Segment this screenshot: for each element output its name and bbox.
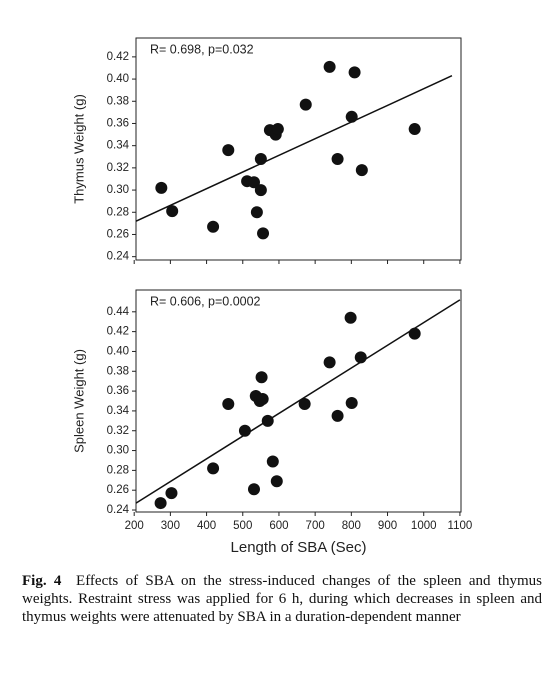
point <box>222 144 235 157</box>
caption-label: Fig. 4 <box>22 573 62 589</box>
point <box>207 220 220 233</box>
y-tick-label: 0.26 <box>107 484 129 496</box>
point <box>222 397 235 410</box>
y-tick-label: 0.32 <box>107 425 129 437</box>
point <box>271 123 284 136</box>
trend-line <box>135 299 461 504</box>
y-tick-label: 0.34 <box>107 140 130 152</box>
point <box>345 110 358 123</box>
point <box>250 206 263 219</box>
point <box>155 181 168 194</box>
point <box>354 351 367 364</box>
y-tick-label: 0.30 <box>107 445 129 457</box>
y-tick-label: 0.40 <box>107 345 129 357</box>
point <box>154 497 167 510</box>
figure: 0.24 0.26 0.28 0.30 0.32 0.34 0.36 0.38 0.40 0.42… <box>71 37 473 556</box>
y-tick-label: 0.26 <box>107 229 129 241</box>
x-tick-label: 1000 <box>411 520 437 532</box>
caption: Fig. 4 Effects of SBA on the stress-indu… <box>22 572 542 626</box>
point <box>355 164 368 177</box>
point <box>408 327 421 340</box>
x-tick-label: 900 <box>378 520 397 532</box>
y-tick-label: 0.38 <box>107 95 129 107</box>
point <box>344 311 357 324</box>
y-tick-label: 0.36 <box>107 385 129 397</box>
point <box>298 397 311 410</box>
point <box>165 487 178 500</box>
plot-frame <box>135 289 462 513</box>
point <box>261 414 274 427</box>
y-axis-label: Thymus Weight (g) <box>71 94 86 204</box>
point <box>299 98 312 111</box>
x-tick-label: 500 <box>233 520 252 532</box>
x-tick-label: 1100 <box>448 520 473 532</box>
point <box>166 205 179 218</box>
point <box>238 424 251 437</box>
point <box>323 356 336 369</box>
trend-line <box>135 75 453 222</box>
point <box>323 60 336 73</box>
y-tick-label: 0.24 <box>107 504 130 516</box>
point <box>266 455 279 468</box>
y-tick-label: 0.28 <box>107 206 129 218</box>
caption-text: Effects of SBA on the stress-induced cha… <box>22 573 542 625</box>
y-tick-label: 0.24 <box>107 251 130 263</box>
point <box>348 66 361 79</box>
y-tick-label: 0.42 <box>107 51 129 63</box>
y-tick-label: 0.32 <box>107 162 129 174</box>
x-tick-label: 200 <box>125 520 144 532</box>
y-tick-label: 0.38 <box>107 365 129 377</box>
point <box>331 152 344 165</box>
point <box>331 409 344 422</box>
y-tick-label: 0.34 <box>107 405 130 417</box>
x-tick-label: 400 <box>197 520 216 532</box>
point <box>254 152 267 165</box>
point <box>255 371 268 384</box>
point <box>256 393 269 406</box>
point <box>207 462 220 475</box>
x-tick-label: 300 <box>161 520 180 532</box>
x-tick-label: 700 <box>306 520 325 532</box>
y-tick-label: 0.40 <box>107 73 129 85</box>
x-tick-label: 800 <box>342 520 361 532</box>
point <box>247 483 260 496</box>
y-tick-label: 0.44 <box>107 306 130 318</box>
point <box>270 475 283 488</box>
y-tick-label: 0.42 <box>107 326 129 338</box>
annotation: R= 0.606, p=0.0002 <box>150 294 261 308</box>
point <box>408 123 421 136</box>
plot-frame <box>135 37 462 261</box>
x-axis-label: Length of SBA (Sec) <box>231 539 367 556</box>
y-tick-label: 0.28 <box>107 464 129 476</box>
point <box>257 227 270 240</box>
point <box>345 396 358 409</box>
x-tick-label: 600 <box>269 520 288 532</box>
point <box>247 176 260 189</box>
y-tick-label: 0.36 <box>107 118 129 130</box>
y-axis-label: Spleen Weight (g) <box>71 349 86 453</box>
point <box>254 184 267 197</box>
y-tick-label: 0.30 <box>107 184 129 196</box>
annotation: R= 0.698, p=0.032 <box>150 42 254 56</box>
